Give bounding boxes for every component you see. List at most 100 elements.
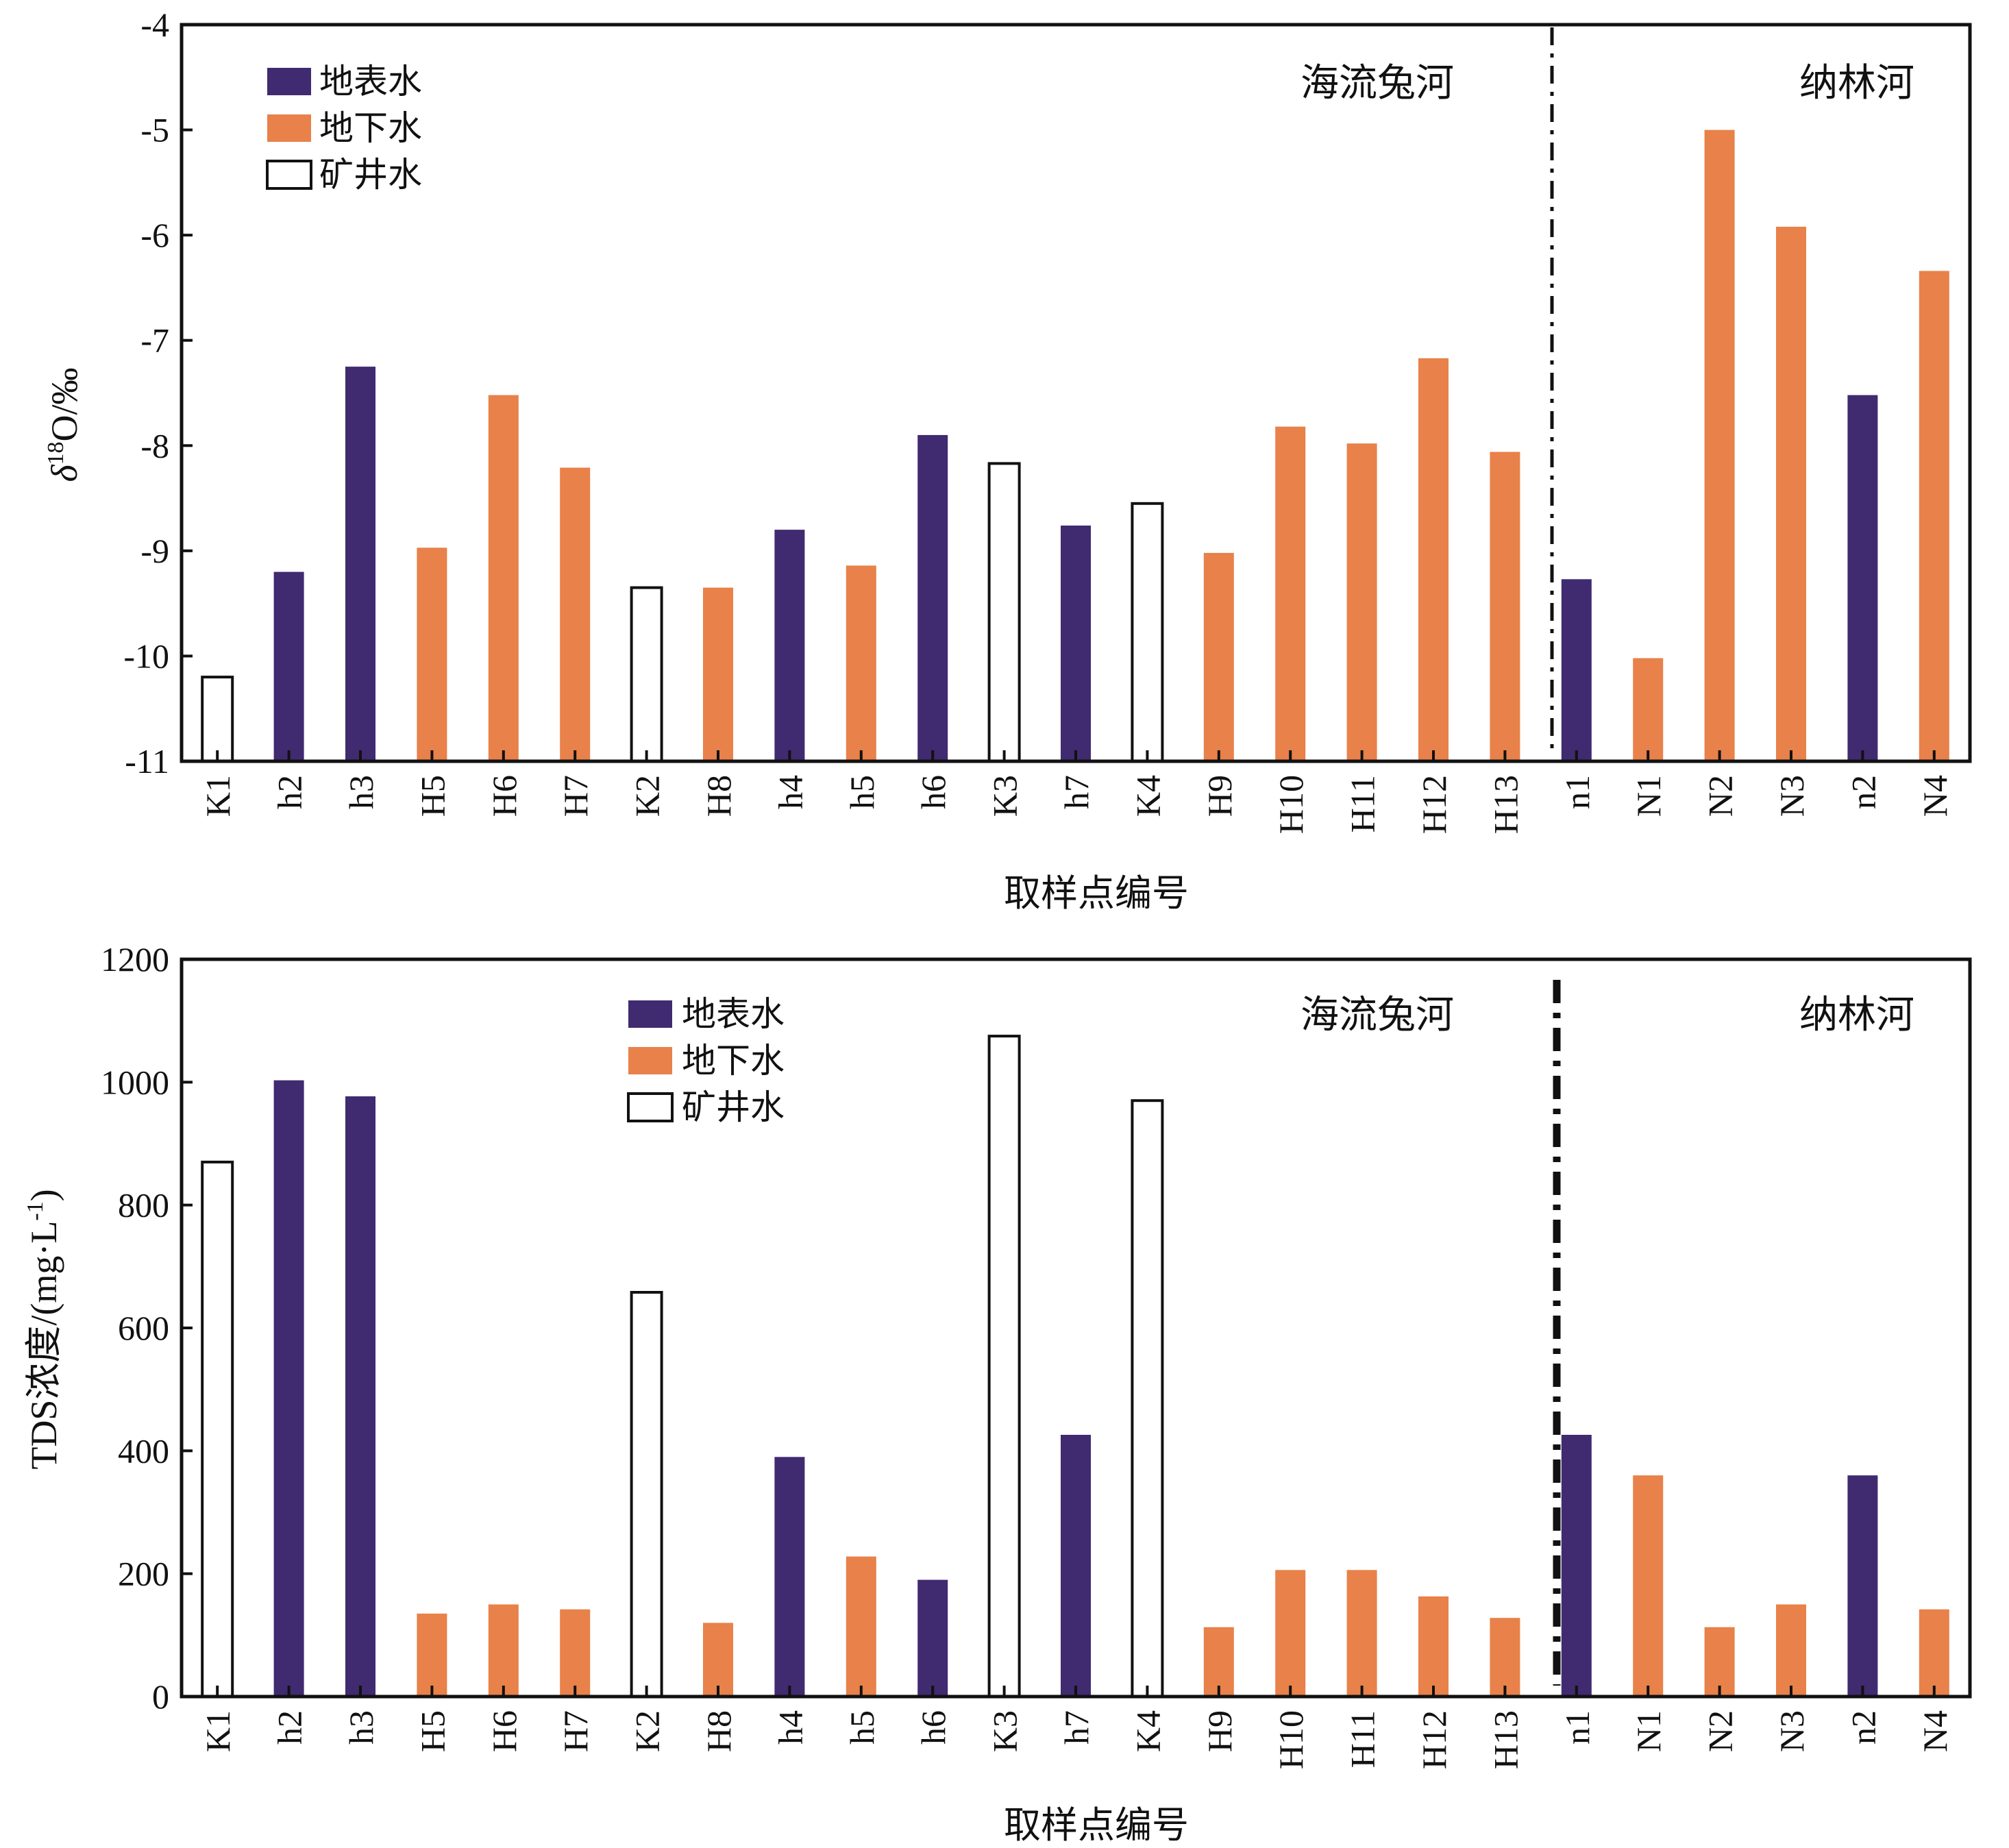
y-tick-label: 400 xyxy=(118,1431,169,1470)
x-tick-label: N1 xyxy=(1629,775,1668,817)
legend-mine-swatch xyxy=(266,160,312,190)
x-tick-label: H12 xyxy=(1415,775,1453,834)
x-tick-label: n2 xyxy=(1844,775,1882,809)
panel-tds: 0 200 400 600 800 1000 1200 K1 h2 h3 H5 H6 H7 K2 H8 h4… xyxy=(23,940,1972,1846)
bar-H7 xyxy=(560,1609,591,1697)
delta18o-y-axis-title: δ18O/‰ xyxy=(43,367,85,482)
bar-N4 xyxy=(1919,271,1949,761)
legend-ground-swatch xyxy=(628,1047,672,1074)
delta18o-y-ticks: -4 -5 -6 -7 -8 -9 -10 -11 xyxy=(123,5,193,780)
x-tick-label: H5 xyxy=(413,1710,452,1752)
bar-N3 xyxy=(1776,1604,1806,1697)
bar-h7 xyxy=(1061,1435,1091,1697)
x-tick-label: n2 xyxy=(1844,1710,1882,1745)
bar-H13 xyxy=(1490,452,1520,761)
bar-h3 xyxy=(345,1096,375,1697)
bar-h2 xyxy=(273,571,304,761)
x-tick-label: K3 xyxy=(986,775,1024,817)
bar-K3 xyxy=(987,1035,1021,1698)
y-tick-label: -8 xyxy=(140,426,169,465)
x-tick-label: h2 xyxy=(271,1710,309,1745)
bar-n2 xyxy=(1847,395,1878,761)
x-tick-label: N3 xyxy=(1773,1710,1811,1752)
legend-mine-swatch xyxy=(627,1092,674,1122)
legend-ground-label: 地下水 xyxy=(319,109,422,147)
bar-h5 xyxy=(846,565,876,761)
x-tick-label: K4 xyxy=(1129,1710,1167,1752)
legend-mine-label: 矿井水 xyxy=(319,156,422,194)
x-tick-label: n1 xyxy=(1558,775,1597,809)
y-tick-label: 1000 xyxy=(101,1063,169,1101)
delta18o-bars xyxy=(201,130,1949,763)
bar-n2 xyxy=(1847,1475,1878,1697)
panel-delta18o: -4 -5 -6 -7 -8 -9 -10 -11 K1 h2 h3 H5 H6 H7 K2 H8 h4 h5 h… xyxy=(43,5,1972,914)
legend-surface-swatch xyxy=(267,68,311,95)
x-tick-label: h7 xyxy=(1057,1710,1096,1745)
x-tick-label: H13 xyxy=(1486,1710,1525,1769)
bar-K2 xyxy=(630,586,663,763)
delta18o-legend: 地表水 地下水 矿井水 xyxy=(266,62,422,194)
bar-K4 xyxy=(1131,502,1164,763)
y-tick-label: -11 xyxy=(125,742,169,780)
y-tick-label: -4 xyxy=(140,5,169,44)
region-label-left: 海流兔河 xyxy=(1301,994,1454,1037)
bar-H11 xyxy=(1346,1570,1377,1697)
x-tick-label: K2 xyxy=(628,775,667,817)
bar-h3 xyxy=(345,367,375,761)
x-tick-label: N2 xyxy=(1701,775,1740,817)
y-tick-label: -10 xyxy=(123,637,169,675)
delta18o-x-ticks: K1 h2 h3 H5 H6 H7 K2 H8 h4 h5 h6 K3 h7 K4 H9 H10 H11 H12 H… xyxy=(199,750,1954,834)
bar-H12 xyxy=(1418,358,1449,761)
legend-surface-label: 地表水 xyxy=(682,995,785,1033)
x-tick-label: h5 xyxy=(843,1710,881,1745)
bar-H13 xyxy=(1490,1618,1520,1697)
bar-K3 xyxy=(987,462,1021,763)
y-tick-label: 0 xyxy=(152,1677,169,1716)
x-tick-label: h4 xyxy=(771,1710,809,1745)
y-tick-label: 200 xyxy=(118,1555,169,1593)
bar-H8 xyxy=(703,587,733,761)
bar-H6 xyxy=(488,395,519,761)
bar-H5 xyxy=(417,1613,447,1697)
bar-H7 xyxy=(560,467,591,761)
bar-h2 xyxy=(273,1080,304,1697)
bar-H10 xyxy=(1275,426,1306,761)
x-tick-label: H13 xyxy=(1486,775,1525,834)
x-tick-label: n1 xyxy=(1558,1710,1597,1745)
bar-h5 xyxy=(846,1556,876,1697)
x-tick-label: H7 xyxy=(556,775,595,817)
x-tick-label: K4 xyxy=(1129,775,1167,817)
bar-n1 xyxy=(1561,579,1592,761)
bar-H9 xyxy=(1203,552,1234,761)
y-tick-label: -5 xyxy=(140,111,169,149)
x-tick-label: H8 xyxy=(700,1710,738,1752)
x-tick-label: H9 xyxy=(1200,775,1239,817)
x-tick-label: h3 xyxy=(342,775,380,809)
tds-y-axis-title: TDS浓度/(mg·L-1) xyxy=(23,1189,64,1469)
legend-ground-swatch xyxy=(267,114,311,142)
bar-H11 xyxy=(1346,443,1377,761)
x-tick-label: h4 xyxy=(771,775,809,809)
x-tick-label: K3 xyxy=(986,1710,1024,1752)
legend-surface-label: 地表水 xyxy=(319,62,422,101)
x-tick-label: K1 xyxy=(199,775,237,817)
region-label-right: 纳林河 xyxy=(1799,62,1914,105)
x-tick-label: H10 xyxy=(1272,775,1310,834)
bar-H8 xyxy=(703,1623,733,1697)
x-tick-label: H5 xyxy=(413,775,452,817)
x-tick-label: N4 xyxy=(1916,1710,1954,1752)
x-tick-label: H7 xyxy=(556,1710,595,1752)
x-tick-label: K1 xyxy=(199,1710,237,1752)
x-tick-label: N2 xyxy=(1701,1710,1740,1752)
y-tick-label: -6 xyxy=(140,216,169,254)
bar-h6 xyxy=(917,434,948,761)
y-tick-label: -9 xyxy=(140,532,169,570)
tds-x-axis-title: 取样点编号 xyxy=(1004,1805,1189,1846)
x-tick-label: H11 xyxy=(1344,775,1382,833)
bar-h6 xyxy=(917,1579,948,1697)
bar-H6 xyxy=(488,1604,519,1697)
region-label-left: 海流兔河 xyxy=(1301,62,1454,105)
bar-N3 xyxy=(1776,226,1806,761)
bar-h4 xyxy=(774,530,805,761)
